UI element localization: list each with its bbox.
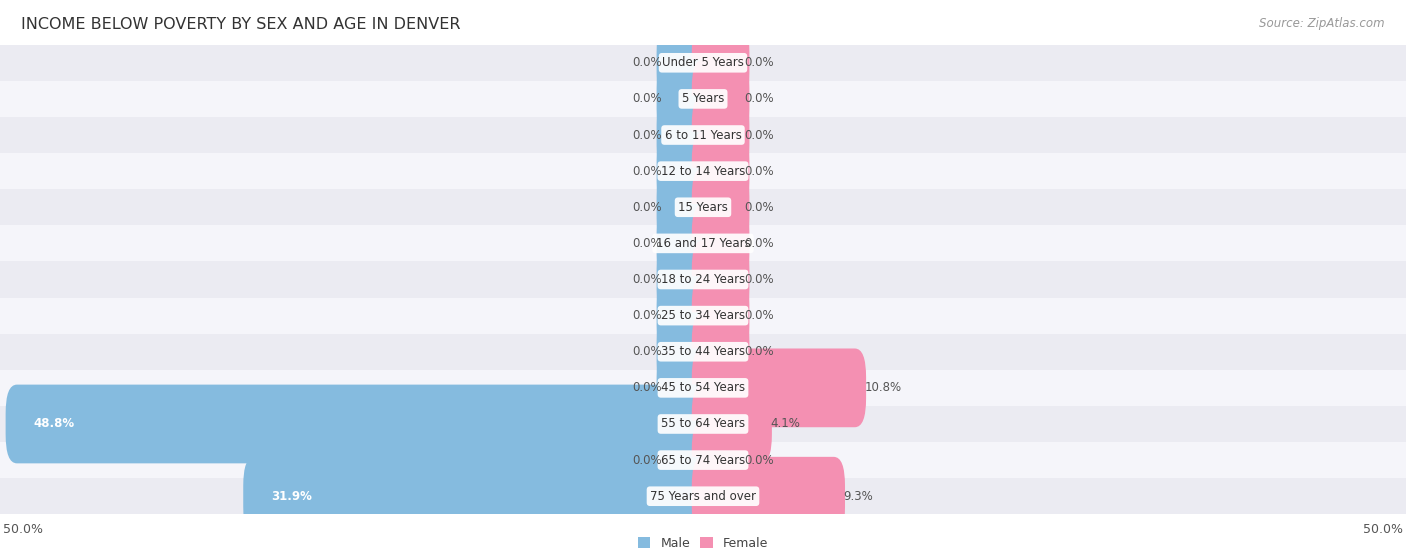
- Text: 0.0%: 0.0%: [744, 92, 773, 106]
- Text: 0.0%: 0.0%: [633, 237, 662, 250]
- Text: 50.0%: 50.0%: [3, 523, 42, 537]
- Bar: [0, 334, 1406, 370]
- Text: 25 to 34 Years: 25 to 34 Years: [661, 309, 745, 322]
- FancyBboxPatch shape: [692, 312, 749, 391]
- Legend: Male, Female: Male, Female: [633, 532, 773, 555]
- FancyBboxPatch shape: [657, 23, 714, 102]
- FancyBboxPatch shape: [692, 168, 749, 247]
- Text: 48.8%: 48.8%: [34, 418, 75, 430]
- Text: 0.0%: 0.0%: [744, 309, 773, 322]
- Text: Source: ZipAtlas.com: Source: ZipAtlas.com: [1260, 17, 1385, 30]
- Text: 65 to 74 Years: 65 to 74 Years: [661, 453, 745, 467]
- Text: 5 Years: 5 Years: [682, 92, 724, 106]
- FancyBboxPatch shape: [692, 23, 749, 102]
- Bar: [0, 297, 1406, 334]
- FancyBboxPatch shape: [692, 59, 749, 138]
- FancyBboxPatch shape: [243, 457, 714, 536]
- Text: 0.0%: 0.0%: [744, 273, 773, 286]
- FancyBboxPatch shape: [657, 348, 714, 427]
- Text: 0.0%: 0.0%: [633, 165, 662, 178]
- FancyBboxPatch shape: [657, 421, 714, 500]
- Bar: [0, 153, 1406, 189]
- Text: 0.0%: 0.0%: [633, 92, 662, 106]
- Text: 45 to 54 Years: 45 to 54 Years: [661, 381, 745, 394]
- Text: 6 to 11 Years: 6 to 11 Years: [665, 129, 741, 141]
- FancyBboxPatch shape: [692, 240, 749, 319]
- Bar: [0, 262, 1406, 297]
- Text: 9.3%: 9.3%: [844, 490, 873, 503]
- Text: 0.0%: 0.0%: [744, 345, 773, 358]
- FancyBboxPatch shape: [692, 204, 749, 283]
- Text: 0.0%: 0.0%: [633, 309, 662, 322]
- Bar: [0, 81, 1406, 117]
- Text: 31.9%: 31.9%: [271, 490, 312, 503]
- Text: 16 and 17 Years: 16 and 17 Years: [655, 237, 751, 250]
- FancyBboxPatch shape: [657, 132, 714, 211]
- FancyBboxPatch shape: [657, 59, 714, 138]
- Text: 0.0%: 0.0%: [633, 273, 662, 286]
- Text: 10.8%: 10.8%: [865, 381, 901, 394]
- Bar: [0, 406, 1406, 442]
- Text: 0.0%: 0.0%: [744, 237, 773, 250]
- FancyBboxPatch shape: [657, 312, 714, 391]
- FancyBboxPatch shape: [657, 240, 714, 319]
- FancyBboxPatch shape: [692, 457, 845, 536]
- FancyBboxPatch shape: [657, 96, 714, 174]
- Bar: [0, 442, 1406, 478]
- Text: 55 to 64 Years: 55 to 64 Years: [661, 418, 745, 430]
- FancyBboxPatch shape: [692, 385, 772, 463]
- Text: 0.0%: 0.0%: [744, 165, 773, 178]
- Text: 12 to 14 Years: 12 to 14 Years: [661, 165, 745, 178]
- Text: INCOME BELOW POVERTY BY SEX AND AGE IN DENVER: INCOME BELOW POVERTY BY SEX AND AGE IN D…: [21, 17, 461, 32]
- Bar: [0, 189, 1406, 225]
- Text: 0.0%: 0.0%: [744, 201, 773, 214]
- FancyBboxPatch shape: [692, 421, 749, 500]
- Text: 4.1%: 4.1%: [770, 418, 800, 430]
- Bar: [0, 478, 1406, 514]
- Text: 0.0%: 0.0%: [633, 56, 662, 69]
- FancyBboxPatch shape: [657, 168, 714, 247]
- Text: 18 to 24 Years: 18 to 24 Years: [661, 273, 745, 286]
- Text: 0.0%: 0.0%: [633, 129, 662, 141]
- Text: 35 to 44 Years: 35 to 44 Years: [661, 345, 745, 358]
- FancyBboxPatch shape: [6, 385, 714, 463]
- Text: 0.0%: 0.0%: [744, 56, 773, 69]
- Bar: [0, 370, 1406, 406]
- FancyBboxPatch shape: [657, 276, 714, 355]
- FancyBboxPatch shape: [692, 276, 749, 355]
- Text: 0.0%: 0.0%: [633, 201, 662, 214]
- Text: 0.0%: 0.0%: [744, 129, 773, 141]
- Text: 15 Years: 15 Years: [678, 201, 728, 214]
- Bar: [0, 117, 1406, 153]
- Text: Under 5 Years: Under 5 Years: [662, 56, 744, 69]
- Text: 0.0%: 0.0%: [633, 345, 662, 358]
- Text: 0.0%: 0.0%: [633, 381, 662, 394]
- FancyBboxPatch shape: [692, 132, 749, 211]
- FancyBboxPatch shape: [692, 348, 866, 427]
- Bar: [0, 45, 1406, 81]
- FancyBboxPatch shape: [692, 96, 749, 174]
- Text: 0.0%: 0.0%: [633, 453, 662, 467]
- Text: 0.0%: 0.0%: [744, 453, 773, 467]
- Text: 50.0%: 50.0%: [1364, 523, 1403, 537]
- Text: 75 Years and over: 75 Years and over: [650, 490, 756, 503]
- FancyBboxPatch shape: [657, 204, 714, 283]
- Bar: [0, 225, 1406, 262]
